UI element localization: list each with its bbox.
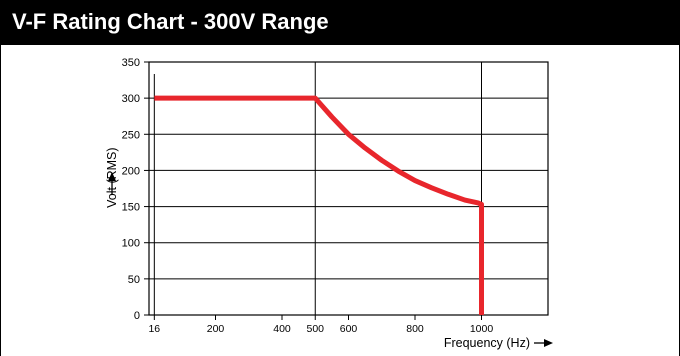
- x-tick-label-200: 200: [207, 323, 225, 335]
- y-tick-label-150: 150: [122, 202, 140, 214]
- vf-rating-chart: 0 50 100 150 200 250 300 350 16 200 400 500 600 800 10…: [105, 57, 553, 350]
- y-tick-label-0: 0: [134, 310, 140, 322]
- series-line-0: [154, 95, 484, 315]
- x-tick-label-500: 500: [306, 323, 324, 335]
- y-tick-label-50: 50: [128, 274, 140, 286]
- y-tick-label-250: 250: [122, 129, 140, 141]
- x-axis-arrow-head: [544, 339, 553, 347]
- x-tick-label-600: 600: [340, 323, 358, 335]
- y-tick-label-300: 300: [122, 93, 140, 105]
- y-axis-arrow-head: [108, 172, 116, 181]
- y-tick-label-200: 200: [122, 165, 140, 177]
- title-bar: V-F Rating Chart - 300V Range: [1, 0, 680, 45]
- x-tick-label-1000: 1000: [470, 323, 494, 335]
- y-tick-label-100: 100: [122, 238, 140, 250]
- chart-title: V-F Rating Chart - 300V Range: [12, 9, 329, 34]
- x-axis-label: Frequency (Hz): [444, 336, 530, 350]
- y-tick-label-350: 350: [122, 57, 140, 69]
- x-tick-label-16: 16: [148, 323, 160, 335]
- x-tick-label-800: 800: [406, 323, 424, 335]
- x-tick-label-400: 400: [273, 323, 291, 335]
